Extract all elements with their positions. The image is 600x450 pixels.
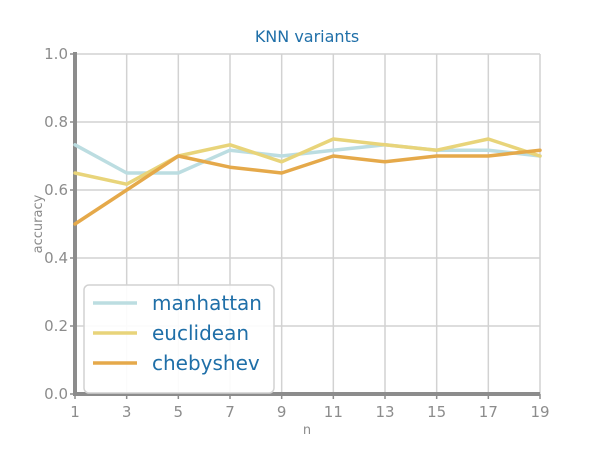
legend-label-chebyshev: chebyshev	[152, 351, 260, 375]
x-tick-label: 13	[375, 403, 394, 421]
y-axis-title: accuracy	[31, 194, 46, 253]
y-tick-label: 0.8	[44, 113, 68, 131]
y-tick-label: 0.6	[44, 181, 68, 199]
x-tick-label: 5	[174, 403, 184, 421]
x-tick-label: 11	[324, 403, 343, 421]
x-tick-label: 3	[122, 403, 132, 421]
x-axis-title: n	[303, 423, 311, 438]
series-lines	[73, 137, 542, 226]
x-tick-label: 19	[530, 403, 549, 421]
y-tick-label: 1.0	[44, 45, 68, 63]
legend-box	[83, 284, 275, 394]
y-tick-label: 0.0	[44, 385, 68, 403]
x-tick-label: 7	[225, 403, 235, 421]
x-tick-label: 1	[70, 403, 80, 421]
y-tick-label: 0.4	[44, 249, 68, 267]
x-tick-label: 15	[427, 403, 446, 421]
tick-labels: 1 3 5 7 9 11 13 15 17 190.00.20.40.60.81.0	[44, 45, 549, 421]
legend-label-manhattan: manhattan	[152, 291, 262, 315]
y-tick-label: 0.2	[44, 317, 68, 335]
legend-label-euclidean: euclidean	[152, 321, 249, 345]
legend: manhattan euclidean chebyshev	[83, 284, 275, 394]
chart-title: KNN variants	[255, 27, 359, 46]
x-tick-label: 9	[277, 403, 287, 421]
series-line-chebyshev	[73, 148, 542, 226]
series-line-euclidean	[73, 137, 542, 186]
x-tick-label: 17	[479, 403, 498, 421]
